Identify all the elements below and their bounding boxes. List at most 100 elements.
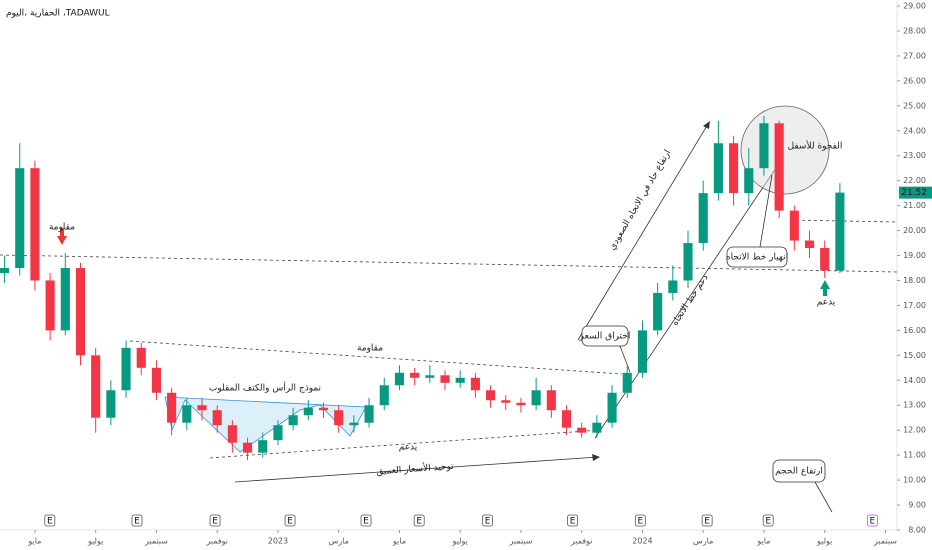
y-tick-label: 20.00 xyxy=(903,226,926,235)
price-label-box xyxy=(899,186,932,199)
event-marker xyxy=(360,514,372,527)
arrow xyxy=(577,123,709,341)
candle-body xyxy=(653,292,663,331)
event-marker xyxy=(413,514,425,527)
candle-body xyxy=(759,123,769,169)
candle-body xyxy=(60,267,70,331)
candle-body xyxy=(440,375,450,383)
candle-body xyxy=(637,330,648,373)
event-marker xyxy=(482,514,493,527)
y-tick-label: 18.00 xyxy=(903,276,926,285)
candle-body xyxy=(334,410,344,426)
event-label: E xyxy=(363,517,369,527)
event-marker xyxy=(701,514,713,527)
candle-body xyxy=(516,402,526,406)
chart-title: الحفارية ،اليوم ،TADAWUL xyxy=(6,9,110,19)
y-tick-label: 19.00 xyxy=(903,251,926,260)
arrow xyxy=(234,456,599,483)
x-tick-label: نوفمبر xyxy=(205,537,228,546)
x-tick-label: نوفمبر xyxy=(570,537,593,546)
y-tick-label: 25.00 xyxy=(903,101,926,110)
candle-body xyxy=(561,410,572,428)
y-tick-label: 13.00 xyxy=(903,401,926,410)
candle-body xyxy=(15,168,25,268)
candle-body xyxy=(394,372,404,386)
y-tick-label: 29.00 xyxy=(903,1,926,10)
candle-body xyxy=(531,390,541,406)
candle-body xyxy=(288,415,298,426)
annotation: اختراق السعر xyxy=(579,332,631,342)
annotation: مقاومة xyxy=(49,223,75,233)
candle-body xyxy=(455,377,465,383)
x-tick-label: مايو xyxy=(27,537,41,546)
event-label: E xyxy=(416,517,422,527)
candle-body xyxy=(607,392,617,423)
candle-body xyxy=(379,385,389,406)
y-tick-label: 16.00 xyxy=(903,326,926,335)
candle-body xyxy=(106,390,116,418)
candle-body xyxy=(243,442,253,453)
x-tick-label: سبتمبر xyxy=(508,537,532,546)
candle-body xyxy=(729,143,739,194)
y-tick-label: 24.00 xyxy=(903,126,926,135)
x-tick-label: 2024 xyxy=(632,537,652,546)
candle-body xyxy=(622,372,632,393)
event-label: E xyxy=(47,517,53,527)
y-tick-label: 27.00 xyxy=(903,51,926,60)
x-tick-label: مايو xyxy=(392,537,406,546)
x-tick-label: سبتمبر xyxy=(873,537,897,546)
event-marker xyxy=(866,514,878,527)
x-tick-label: يوليو xyxy=(87,537,103,546)
event-label: E xyxy=(870,517,876,527)
y-tick-label: 15.00 xyxy=(903,351,926,360)
event-label: E xyxy=(287,517,293,527)
y-tick-label: 22.00 xyxy=(903,176,926,185)
candle-body xyxy=(698,193,708,244)
candle-body xyxy=(425,375,435,378)
candle-body xyxy=(592,422,602,433)
callout-box xyxy=(581,325,629,347)
x-tick-label: مارس xyxy=(693,537,713,546)
candle-body xyxy=(318,407,329,411)
candle-body xyxy=(546,390,556,411)
resistance-line xyxy=(129,340,623,375)
down-arrow-icon xyxy=(57,236,67,245)
up-arrow-icon xyxy=(820,280,830,289)
event-label: E xyxy=(570,517,576,527)
event-label: E xyxy=(485,517,491,527)
candle-body xyxy=(774,123,784,211)
candle-body xyxy=(303,407,313,416)
y-tick-label: 9.00 xyxy=(908,501,926,510)
candle-body xyxy=(410,372,420,378)
candle-body xyxy=(45,280,55,331)
x-tick-label: 2023 xyxy=(268,537,288,546)
candle-body xyxy=(577,427,587,433)
up-arrow-icon xyxy=(823,288,827,296)
y-tick-label: 14.00 xyxy=(903,376,926,385)
candle-body xyxy=(501,400,511,403)
candle-body xyxy=(486,390,496,401)
callout-pointer xyxy=(619,345,631,373)
candle-body xyxy=(820,248,830,271)
candle-body xyxy=(30,168,40,281)
candle-body xyxy=(683,243,693,281)
y-tick-label: 17.00 xyxy=(903,301,926,310)
event-marker xyxy=(634,514,646,527)
y-tick-label: 8.00 xyxy=(908,526,926,535)
y-tick-label: 26.00 xyxy=(903,76,926,85)
arrow-head xyxy=(592,454,600,461)
candle-body xyxy=(835,192,845,271)
event-marker xyxy=(209,514,221,527)
candle-body xyxy=(668,280,678,293)
event-marker xyxy=(44,514,56,527)
candle-body xyxy=(151,367,161,393)
candle-body xyxy=(167,392,177,423)
candle-body xyxy=(182,405,192,423)
candle-body xyxy=(136,347,146,368)
callout-box xyxy=(726,246,788,268)
event-label: E xyxy=(637,517,643,527)
candle-body xyxy=(470,377,480,391)
x-tick-label: مايو xyxy=(756,537,770,546)
candle-body xyxy=(0,267,10,273)
